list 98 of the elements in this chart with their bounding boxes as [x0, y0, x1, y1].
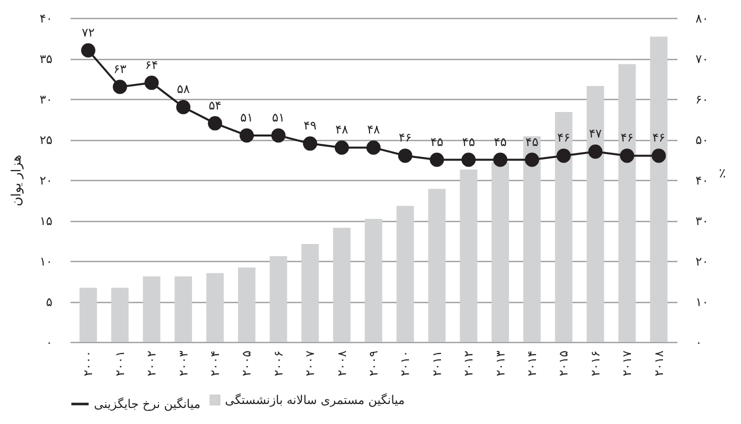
bar	[586, 86, 604, 342]
bar	[428, 188, 446, 342]
data-label: ۵۱	[272, 110, 285, 124]
point	[302, 136, 318, 151]
x-tick-label: ۲۰۰۷	[303, 350, 318, 376]
bar	[80, 288, 97, 342]
point	[208, 116, 222, 130]
bar	[396, 206, 414, 342]
data-label: ۴۶	[398, 130, 412, 145]
data-label: ۷۲	[82, 25, 95, 40]
y-tick-label: ۱۵	[40, 214, 52, 228]
data-label: ۴۶	[620, 130, 634, 145]
point	[366, 140, 381, 155]
data-label: ۴۵	[462, 134, 476, 149]
bar	[238, 267, 256, 342]
y2-tick-label: ۷۰	[696, 52, 708, 66]
point	[81, 43, 96, 58]
point	[524, 152, 540, 167]
y2-axis-title: ٪	[718, 166, 726, 182]
point	[240, 128, 254, 143]
bar	[492, 162, 510, 342]
bar	[460, 169, 478, 342]
point	[144, 76, 159, 90]
bar	[111, 288, 129, 342]
x-tick-label: ۲۰۰۹	[366, 350, 380, 376]
point	[556, 148, 571, 163]
x-tick-label: ۲۰۱۷	[620, 350, 634, 376]
legend-label: میانگین نرخ جایگزینی	[94, 397, 200, 411]
y2-tick-label: ۴۰	[696, 174, 708, 188]
y-tick-label: ۴۰	[40, 12, 52, 26]
point	[493, 152, 508, 167]
y2-tick-label: ۱۰	[696, 295, 708, 309]
point	[652, 148, 666, 163]
data-label: ۴۹	[304, 118, 317, 133]
data-label: ۶۴	[145, 58, 158, 72]
bar	[618, 64, 636, 342]
x-tick-label: ۲۰۰۸	[334, 350, 349, 376]
x-tick-label: ۲۰۰۰	[81, 350, 96, 376]
data-label: ۴۷	[588, 126, 602, 141]
y2-tick-label: ۲۰	[696, 254, 708, 268]
x-tick-label: ۲۰۱۰	[398, 350, 412, 376]
point	[271, 128, 286, 143]
data-label: ۴۵	[526, 134, 538, 149]
bar	[333, 228, 351, 342]
y-tick-label: ۰	[46, 336, 52, 350]
point	[398, 148, 412, 163]
data-label: ۴۵	[430, 134, 444, 149]
bar	[142, 276, 160, 342]
data-label: ۶۳	[113, 62, 127, 76]
point	[112, 80, 128, 94]
data-label: ۵۸	[176, 82, 190, 96]
data-label: ۴۵	[494, 134, 507, 149]
point	[430, 152, 444, 167]
data-label: ۴۸	[367, 122, 380, 137]
data-label: ۵۱	[240, 110, 254, 124]
bar	[364, 218, 382, 342]
x-tick-label: ۲۰۰۲	[144, 350, 159, 376]
bar	[206, 273, 224, 342]
x-tick-label: ۲۰۱۱	[430, 350, 444, 376]
bar	[554, 112, 572, 342]
bar	[174, 276, 192, 342]
data-label: ۴۶	[652, 130, 666, 145]
x-tick-label: ۲۰۰۵	[240, 350, 254, 376]
y-tick-label: ۱۰	[40, 254, 52, 268]
bar	[523, 136, 541, 342]
x-tick-label: ۲۰۱۸	[652, 350, 666, 376]
data-label: ۴۶	[557, 130, 570, 145]
point	[588, 144, 603, 159]
data-label: ۵۴	[208, 98, 222, 112]
point	[620, 148, 634, 163]
legend-label: میانگین مستمری سالانه بازنشستگی	[225, 393, 405, 407]
y2-tick-label: ۳۰	[696, 214, 708, 228]
x-tick-label: ۲۰۱۶	[588, 350, 602, 376]
y2-tick-label: ۰	[696, 336, 702, 350]
y-tick-label: ۳۰	[40, 92, 52, 106]
point	[334, 140, 349, 155]
x-tick-label: ۲۰۰۴	[208, 350, 222, 376]
y2-tick-label: ۶۰	[696, 92, 708, 106]
point	[176, 100, 190, 114]
data-label: ۴۸	[335, 122, 349, 137]
y-tick-label: ۳۵	[40, 52, 52, 66]
bar	[270, 256, 288, 342]
x-tick-label: ۲۰۱۲	[462, 350, 476, 376]
y-tick-label: ۲۵	[40, 133, 52, 147]
y-axis-title: هزار یوان	[10, 154, 25, 206]
y2-tick-label: ۸۰	[696, 12, 708, 26]
y-tick-label: ۲۰	[40, 174, 52, 188]
x-tick-label: ۲۰۰۳	[176, 350, 190, 376]
y2-tick-label: ۵۰	[696, 133, 708, 147]
x-tick-label: ۲۰۱۳	[493, 350, 508, 376]
x-tick-label: ۲۰۰۶	[271, 350, 286, 376]
bar	[650, 36, 668, 342]
x-tick-label: ۲۰۱۴	[524, 350, 539, 376]
x-tick-label: ۲۰۱۵	[556, 350, 571, 376]
bar	[301, 244, 319, 342]
y-tick-label: ۵	[46, 295, 52, 309]
x-tick-label: ۲۰۰۱	[112, 350, 127, 376]
point	[461, 152, 476, 167]
